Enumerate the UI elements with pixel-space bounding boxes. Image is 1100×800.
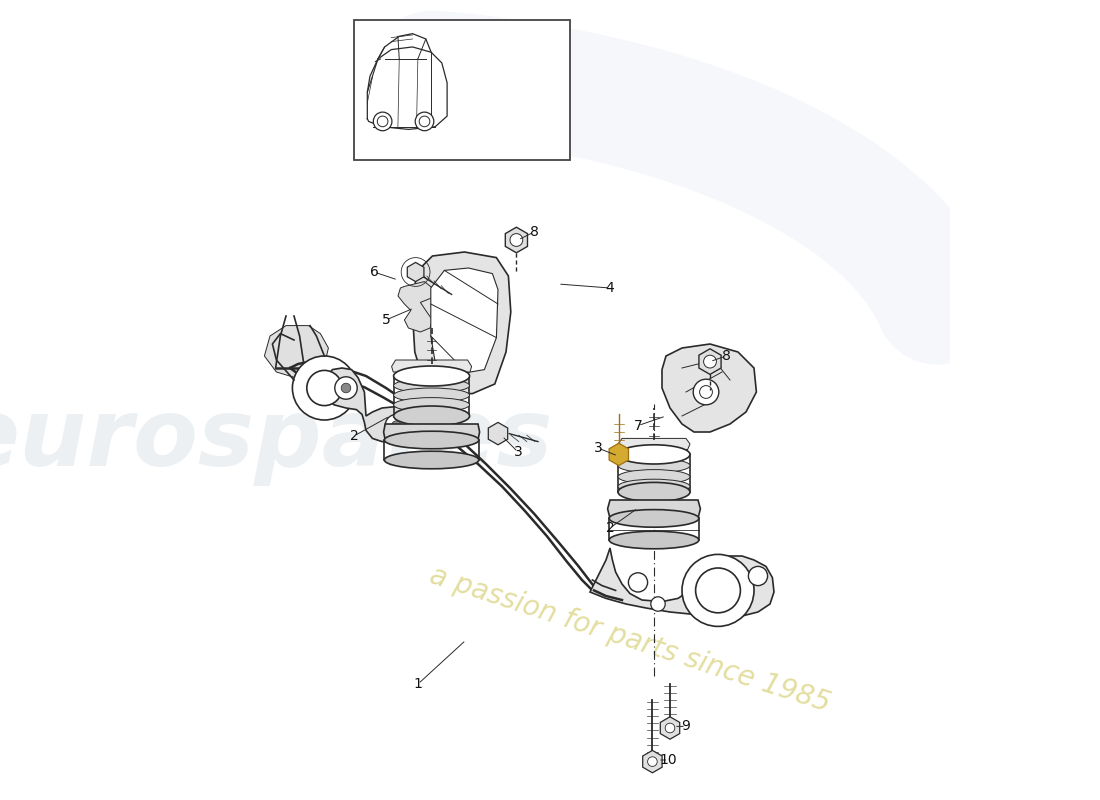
Circle shape — [510, 234, 522, 246]
Circle shape — [666, 723, 674, 733]
Circle shape — [307, 370, 342, 406]
Circle shape — [392, 421, 402, 430]
Ellipse shape — [394, 378, 470, 393]
Text: 4: 4 — [606, 281, 615, 295]
Polygon shape — [662, 344, 757, 432]
Ellipse shape — [394, 406, 470, 426]
Circle shape — [748, 566, 768, 586]
Ellipse shape — [609, 531, 698, 549]
Text: 8: 8 — [529, 225, 538, 239]
Polygon shape — [607, 500, 701, 518]
Circle shape — [341, 383, 351, 393]
Circle shape — [415, 112, 433, 130]
Circle shape — [693, 379, 718, 405]
Text: 3: 3 — [594, 441, 603, 455]
Ellipse shape — [618, 482, 690, 502]
Text: 2: 2 — [350, 429, 359, 443]
Circle shape — [385, 414, 408, 437]
Circle shape — [704, 355, 716, 368]
Polygon shape — [392, 360, 472, 372]
Text: 6: 6 — [370, 265, 378, 279]
Ellipse shape — [618, 458, 690, 473]
Text: 3: 3 — [514, 445, 522, 459]
Polygon shape — [590, 548, 774, 616]
Circle shape — [293, 356, 356, 420]
Polygon shape — [398, 282, 432, 332]
Text: 2: 2 — [606, 521, 615, 535]
Text: 5: 5 — [382, 313, 390, 327]
Polygon shape — [384, 424, 480, 440]
Circle shape — [628, 573, 648, 592]
Circle shape — [334, 377, 358, 399]
Circle shape — [377, 116, 388, 126]
Ellipse shape — [618, 470, 690, 484]
Ellipse shape — [394, 398, 470, 412]
Circle shape — [700, 386, 713, 398]
Polygon shape — [618, 438, 690, 450]
Circle shape — [373, 112, 392, 130]
Bar — [354, 20, 570, 160]
Text: eurospares: eurospares — [0, 394, 552, 486]
Text: 1: 1 — [414, 677, 422, 691]
Ellipse shape — [618, 479, 690, 494]
Text: 9: 9 — [682, 719, 691, 734]
Ellipse shape — [384, 451, 478, 469]
Polygon shape — [264, 326, 329, 382]
Text: 8: 8 — [722, 349, 730, 363]
Text: 7: 7 — [634, 418, 642, 433]
Circle shape — [682, 554, 754, 626]
Ellipse shape — [609, 510, 698, 527]
Polygon shape — [431, 268, 498, 374]
Circle shape — [695, 568, 740, 613]
Circle shape — [648, 757, 657, 766]
Polygon shape — [412, 252, 510, 394]
Ellipse shape — [394, 388, 470, 402]
Text: a passion for parts since 1985: a passion for parts since 1985 — [426, 562, 834, 718]
Ellipse shape — [618, 445, 690, 464]
Polygon shape — [324, 368, 422, 442]
Circle shape — [419, 116, 430, 126]
Ellipse shape — [384, 431, 478, 449]
Ellipse shape — [394, 366, 470, 386]
Circle shape — [651, 597, 666, 611]
Text: 10: 10 — [660, 753, 678, 767]
